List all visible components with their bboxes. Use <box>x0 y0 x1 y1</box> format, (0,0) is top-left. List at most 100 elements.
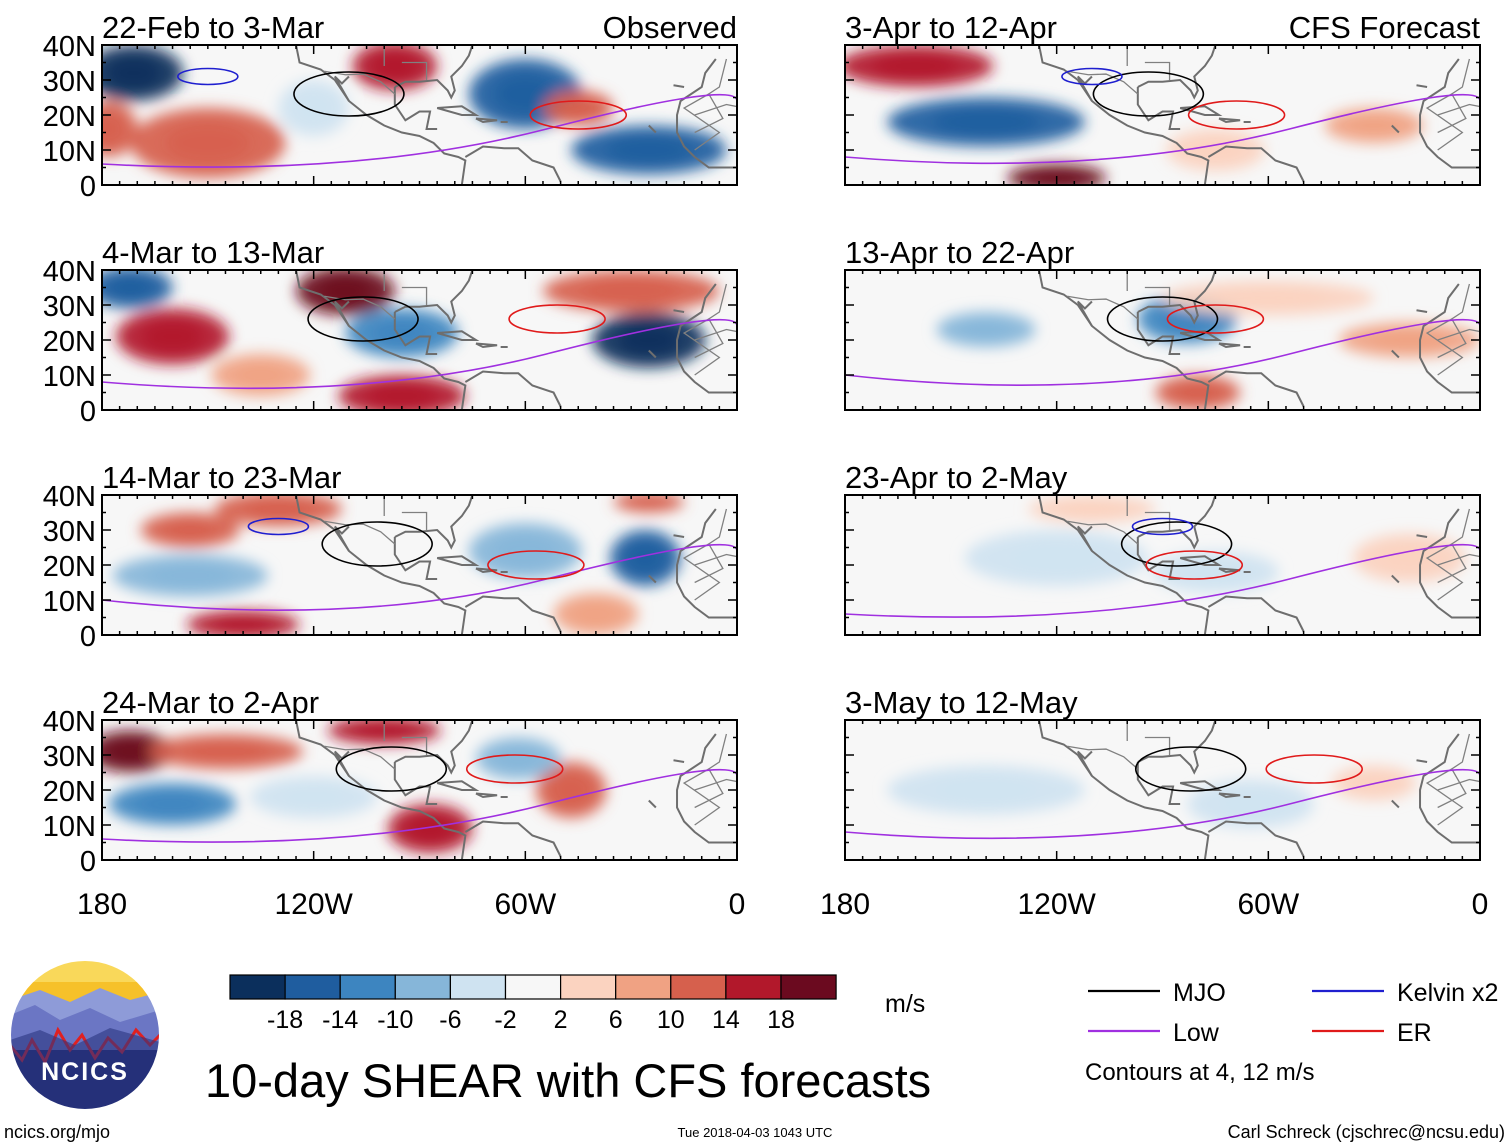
country-border <box>694 103 737 116</box>
colorbar-units: m/s <box>885 990 925 1018</box>
country-border <box>1437 553 1480 566</box>
coastline <box>1076 750 1093 777</box>
y-tick-label: 10N <box>43 586 96 618</box>
country-border <box>682 768 721 826</box>
y-tick-label: 30N <box>43 741 96 773</box>
panel-period-label: 3-May to 12-May <box>845 685 1078 720</box>
coastline <box>1137 720 1217 775</box>
coastline <box>394 45 474 100</box>
colorbar-label: -10 <box>377 1006 413 1034</box>
shear-anomaly-core <box>606 136 692 164</box>
coastline <box>333 750 350 777</box>
country-border <box>1437 328 1480 341</box>
shear-anomaly-core <box>294 92 334 124</box>
legend-label: MJO <box>1173 979 1226 1007</box>
colorbar-label: 10 <box>657 1006 685 1034</box>
footer-timestamp: Tue 2018-04-03 1043 UTC <box>678 1125 833 1140</box>
mjo-contour <box>1106 296 1219 342</box>
shear-anomaly-core <box>141 321 204 352</box>
shear-anomaly-core <box>494 74 557 114</box>
er-contour <box>1145 550 1244 580</box>
mjo-contour <box>293 71 405 117</box>
coastline <box>676 733 737 844</box>
coastline <box>673 309 685 313</box>
shear-anomaly-core <box>163 520 218 540</box>
x-tick-label: 180 <box>820 888 870 921</box>
coastline <box>393 762 438 805</box>
country-border <box>1067 745 1139 770</box>
coastline <box>393 312 438 355</box>
country-border <box>1067 70 1139 95</box>
coastline <box>464 370 562 407</box>
y-tick-label: 0 <box>80 846 96 878</box>
mjo-contour <box>335 746 448 792</box>
coastline <box>1207 370 1305 407</box>
coastline <box>333 525 350 552</box>
country-border <box>402 14 437 42</box>
country-border <box>1067 520 1139 545</box>
coastline <box>475 342 498 349</box>
coastline <box>295 720 467 860</box>
colorbar-label: -14 <box>322 1006 358 1034</box>
colorbar-swatch <box>615 974 672 1000</box>
mjo-contour <box>1092 71 1205 117</box>
y-tick-label: 10N <box>43 811 96 843</box>
coastline <box>394 495 474 550</box>
shear-anomaly-core <box>1210 288 1327 308</box>
shear-anomaly-core <box>1006 542 1108 574</box>
country-border <box>402 464 437 492</box>
colorbar-swatch <box>394 974 451 1000</box>
contour-legend: MJO Kelvin x2 Low ER <box>1088 979 1498 1047</box>
country-border <box>1145 14 1180 42</box>
shear-anomaly-core <box>625 542 665 574</box>
er-contour <box>1166 304 1265 334</box>
coastline <box>295 495 467 635</box>
coastline <box>673 84 685 88</box>
coastline <box>394 720 474 775</box>
country-border <box>694 328 737 341</box>
coastline <box>475 567 498 574</box>
coastline <box>436 555 480 566</box>
coastline <box>1419 283 1480 394</box>
coastline <box>475 792 498 799</box>
y-tick-label: 30N <box>43 516 96 548</box>
mjo-contour <box>1134 746 1247 792</box>
er-contour <box>1265 754 1363 784</box>
kelvin-contour <box>1131 517 1194 536</box>
shear-anomaly-core <box>278 785 349 809</box>
coastline <box>436 330 480 341</box>
er-contour <box>529 100 628 130</box>
low-contour <box>845 93 1480 165</box>
colorbar-label: 6 <box>609 1006 623 1034</box>
shear-anomaly-core <box>406 815 454 842</box>
y-tick-label: 20N <box>43 551 96 583</box>
low-contour <box>845 768 1480 840</box>
footer-url: ncics.org/mjo <box>4 1122 110 1142</box>
coastline <box>1391 799 1400 809</box>
coastline <box>673 759 685 763</box>
shear-anomaly-core <box>212 616 275 633</box>
panel-grid: 22-Feb to 3-Mar Observed40N30N20N10N04-Ma… <box>43 10 1481 878</box>
coastline <box>436 105 480 116</box>
y-tick-label: 10N <box>43 136 96 168</box>
colorbar-swatch <box>339 974 396 1000</box>
country-border <box>401 736 428 755</box>
country-border <box>401 61 428 80</box>
y-tick-label: 20N <box>43 101 96 133</box>
coastline <box>648 574 657 584</box>
coastline <box>1038 45 1210 185</box>
colorbar-label: 14 <box>712 1006 740 1034</box>
country-border <box>1437 103 1480 116</box>
coastline <box>1179 780 1223 791</box>
shear-anomaly-core <box>1180 560 1251 584</box>
y-tick-label: 10N <box>43 361 96 393</box>
country-border <box>401 286 428 305</box>
x-tick-label: 60W <box>494 888 556 921</box>
coastline <box>1419 733 1480 844</box>
coastline <box>1207 820 1305 857</box>
shear-anomaly-core <box>629 496 669 508</box>
country-border <box>1437 778 1480 791</box>
coastline <box>1416 309 1428 313</box>
coastline <box>1136 762 1181 805</box>
